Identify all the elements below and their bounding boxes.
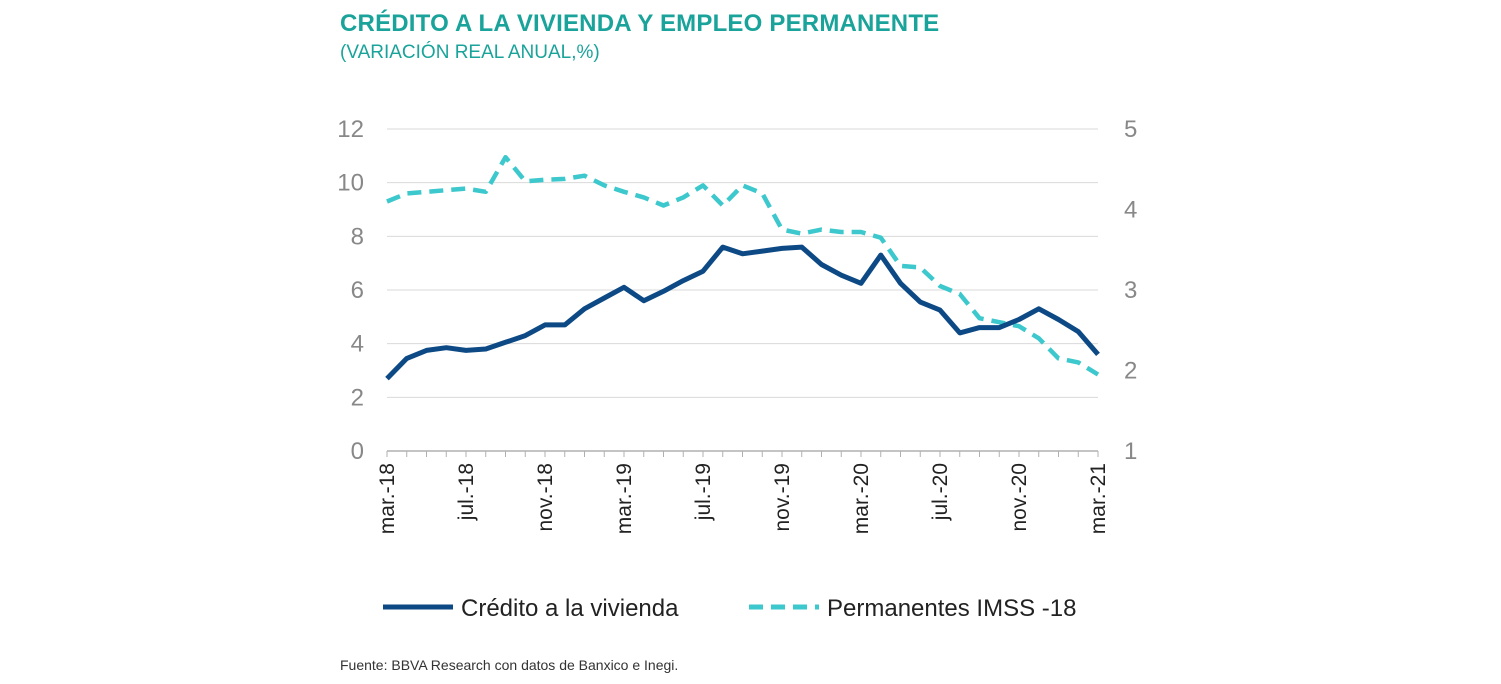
x-tick-label: mar.-18 bbox=[376, 463, 399, 534]
y-right-tick-label: 5 bbox=[1124, 116, 1137, 143]
legend-label: Crédito a la vivienda bbox=[461, 595, 679, 622]
y-right-tick-label: 1 bbox=[1124, 438, 1137, 465]
source-note: Fuente: BBVA Research con datos de Banxi… bbox=[340, 657, 679, 673]
legend-label: Permanentes IMSS -18 bbox=[827, 595, 1076, 622]
x-tick-label: jul.-19 bbox=[692, 463, 715, 521]
y-right-tick-label: 4 bbox=[1124, 197, 1137, 224]
x-tick-label: mar.-19 bbox=[613, 463, 636, 534]
x-tick-label: nov.-20 bbox=[1008, 463, 1031, 532]
gridlines bbox=[387, 128, 1098, 398]
y-axis-right: 1 2 3 4 5 bbox=[1124, 116, 1137, 465]
x-tick-label: jul.-18 bbox=[455, 463, 478, 521]
y-left-tick-label: 2 bbox=[351, 384, 364, 411]
chart-subtitle: (VARIACIÓN REAL ANUAL,%) bbox=[340, 42, 600, 63]
x-tick-label: jul.-20 bbox=[929, 463, 952, 521]
x-tick-label: mar.-20 bbox=[850, 463, 873, 534]
y-axis-left: 0 2 4 6 8 10 12 bbox=[337, 116, 364, 465]
y-left-tick-label: 12 bbox=[337, 116, 364, 143]
chart-title: CRÉDITO A LA VIVIENDA Y EMPLEO PERMANENT… bbox=[340, 10, 940, 37]
x-axis: mar.-18 jul.-18 nov.-18 mar.-19 jul.-19 nov.-… bbox=[376, 450, 1110, 534]
x-tick-label: nov.-19 bbox=[771, 463, 794, 532]
x-tick-label: mar.-21 bbox=[1087, 463, 1110, 534]
y-right-tick-label: 2 bbox=[1124, 358, 1137, 385]
y-left-tick-label: 0 bbox=[351, 438, 364, 465]
y-right-tick-label: 3 bbox=[1124, 277, 1137, 304]
series-line-credito bbox=[385, 244, 1100, 381]
y-left-tick-label: 8 bbox=[351, 223, 364, 250]
legend: Crédito a la vivienda Permanentes IMSS -1… bbox=[383, 595, 1076, 622]
x-tick-label: nov.-18 bbox=[534, 463, 557, 532]
y-left-tick-label: 4 bbox=[351, 331, 364, 358]
y-left-tick-label: 6 bbox=[351, 277, 364, 304]
series-line-permanentes bbox=[386, 154, 1100, 377]
series-lines bbox=[385, 154, 1100, 381]
y-left-tick-label: 10 bbox=[337, 170, 364, 197]
